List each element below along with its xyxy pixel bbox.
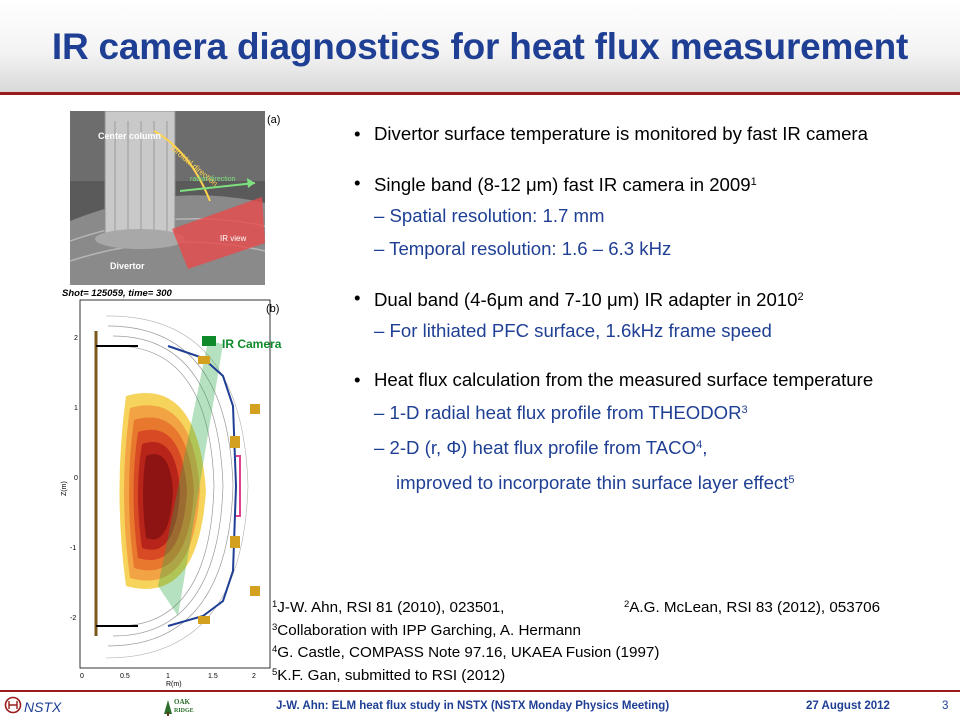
footer-date: 27 August 2012	[806, 700, 890, 712]
sub-bullet: – 2-D (r, Φ) heat flux profile from TACO…	[352, 432, 912, 461]
ref-number: 4	[272, 644, 278, 655]
ir-sightline-cone	[158, 341, 223, 616]
footnote-ref: 3	[741, 404, 748, 416]
y-axis-label: Z(m)	[61, 481, 68, 496]
panel-b-label: (b)	[266, 303, 279, 315]
ir-camera-label: IR Camera	[222, 337, 282, 351]
bullet-item: Dual band (4-6μm and 7-10 μm) IR adapter…	[352, 284, 912, 313]
bullet-list: Divertor surface temperature is monitore…	[352, 120, 912, 496]
x-axis-label: R(m)	[166, 681, 182, 688]
nstx-logo-icon	[4, 696, 22, 714]
sub-bullet-text: improved to incorporate thin surface lay…	[396, 472, 789, 493]
ref-number: 3	[272, 621, 278, 633]
title-bar	[0, 0, 960, 92]
ir-camera-marker	[202, 336, 216, 346]
plasma-contour-core	[143, 454, 173, 540]
reference-line: 5K.F. Gan, submitted to RSI (2012)	[272, 663, 952, 686]
footnote-ref: 4	[696, 439, 703, 451]
page-number: 3	[942, 700, 949, 712]
bullet-item: Heat flux calculation from the measured …	[352, 366, 912, 393]
nstx-wordmark: NSTX	[24, 699, 62, 715]
svg-text:OAK: OAK	[174, 698, 191, 706]
radial-direction-label: radial direction	[190, 176, 236, 183]
shot-label: Shot= 125059, time= 300	[62, 288, 173, 299]
xtick-label: 1	[166, 673, 170, 680]
sub-bullet-text: – 2-D (r, Φ) heat flux profile from TACO	[374, 437, 697, 458]
sub-bullet: – For lithiated PFC surface, 1.6kHz fram…	[374, 320, 772, 341]
sub-bullet: – Spatial resolution: 1.7 mm	[374, 205, 605, 226]
divertor-label: Divertor	[110, 261, 145, 271]
sub-bullet: – 1-D radial heat flux profile from THEO…	[352, 397, 912, 426]
xtick-label: 1.5	[208, 673, 218, 680]
footnote-ref: 1	[750, 176, 757, 188]
ytick-label: 1	[74, 405, 78, 412]
reference-line: 1J-W. Ahn, RSI 81 (2010), 023501, 2A.G. …	[272, 595, 952, 618]
ref-text: Collaboration with IPP Garching, A. Herm…	[277, 621, 581, 639]
plot-frame	[79, 299, 271, 669]
sub-bullet-text: – 1-D radial heat flux profile from THEO…	[374, 402, 742, 423]
ytick-label: -2	[70, 615, 76, 622]
ref-number: 1	[272, 599, 278, 610]
xtick-label: 2	[252, 673, 256, 680]
ir-view-label: IR view	[220, 234, 246, 243]
ir-view-region	[172, 197, 265, 269]
xtick-label: 0.5	[120, 673, 130, 680]
bullet-item: Divertor surface temperature is monitore…	[352, 120, 912, 147]
center-column-shape	[105, 111, 175, 241]
panel-a-label: (a)	[267, 114, 280, 126]
reference-line: 3Collaboration with IPP Garching, A. Her…	[272, 618, 952, 641]
bullet-text: Dual band (4-6μm and 7-10 μm) IR adapter…	[374, 289, 798, 310]
bullet-text: Divertor surface temperature is monitore…	[374, 123, 868, 144]
reference-col2: 2A.G. McLean, RSI 83 (2012), 053706	[624, 595, 880, 618]
figure-a-photo: Center column toroidal direction radial …	[70, 111, 280, 285]
references: 1J-W. Ahn, RSI 81 (2010), 023501, 2A.G. …	[272, 595, 952, 685]
sub-bullet-tail: ,	[702, 437, 708, 458]
ref-number: 2	[624, 599, 630, 610]
sub-bullet: improved to incorporate thin surface lay…	[352, 467, 912, 496]
slide-title: IR camera diagnostics for heat flux meas…	[51, 26, 909, 67]
reference-line: 4G. Castle, COMPASS Note 97.16, UKAEA Fu…	[272, 640, 952, 663]
title-divider	[0, 92, 960, 95]
footer-divider	[0, 690, 960, 692]
sub-bullet: – Temporal resolution: 1.6 – 6.3 kHz	[374, 238, 672, 259]
footnote-ref: 5	[788, 474, 795, 486]
svg-text:RIDGE: RIDGE	[174, 708, 194, 714]
ytick-label: 0	[74, 475, 78, 482]
center-column-label: Center column	[98, 131, 161, 141]
bullet-text: Heat flux calculation from the measured …	[374, 369, 874, 390]
footer-citation: J-W. Ahn: ELM heat flux study in NSTX (N…	[276, 700, 670, 712]
ref-text: J-W. Ahn, RSI 81 (2010), 023501,	[277, 599, 505, 616]
ref-text: A.G. McLean, RSI 83 (2012), 053706	[629, 599, 881, 616]
ref-text: G. Castle, COMPASS Note 97.16, UKAEA Fus…	[277, 644, 660, 661]
ref-text: K.F. Gan, submitted to RSI (2012)	[277, 666, 506, 684]
xtick-label: 0	[80, 673, 84, 680]
bullet-text: Single band (8-12 μm) fast IR camera in …	[374, 174, 751, 195]
oak-ridge-logo-icon: OAK RIDGE	[164, 698, 194, 716]
ytick-label: -1	[70, 545, 76, 552]
radial-direction-arrow	[179, 182, 256, 192]
bullet-item: Single band (8-12 μm) fast IR camera in …	[352, 169, 912, 198]
footnote-ref: 2	[797, 291, 804, 303]
toroidal-direction-arrow	[153, 130, 211, 202]
ytick-label: 2	[74, 335, 78, 342]
figure-b-equilibrium: Shot= 125059, time= 300 (b) IR Camera 2 …	[58, 286, 306, 688]
ref-number: 5	[272, 666, 278, 678]
